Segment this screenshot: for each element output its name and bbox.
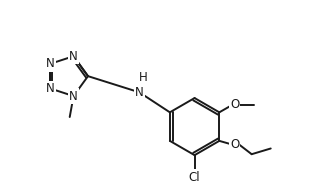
Text: H: H [139,71,148,84]
Text: N: N [135,86,144,99]
Text: Cl: Cl [189,171,200,183]
Text: N: N [46,57,54,70]
Text: O: O [230,138,239,151]
Text: N: N [69,50,78,63]
Text: N: N [46,82,54,95]
Text: O: O [230,98,239,111]
Text: N: N [69,89,78,102]
